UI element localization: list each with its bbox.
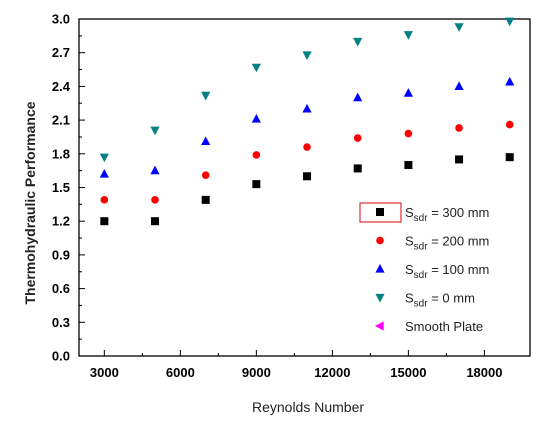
y-tick-label: 0.9 bbox=[52, 247, 70, 262]
legend-label: Ssdr = 200 mm bbox=[405, 234, 489, 253]
data-point bbox=[251, 63, 261, 73]
x-tick-label: 9000 bbox=[242, 365, 271, 380]
data-point bbox=[403, 88, 413, 97]
data-point bbox=[455, 155, 464, 164]
legend-label: Ssdr = 0 mm bbox=[405, 291, 475, 310]
data-point bbox=[505, 153, 514, 162]
x-tick-label: 3000 bbox=[90, 365, 119, 380]
data-point bbox=[151, 196, 159, 204]
data-point bbox=[455, 124, 463, 132]
data-point bbox=[404, 161, 413, 170]
data-point bbox=[100, 196, 109, 204]
data-point bbox=[303, 143, 311, 151]
legend-highlight-box bbox=[359, 202, 402, 223]
data-point bbox=[201, 171, 210, 179]
x-tick-label: 6000 bbox=[166, 365, 195, 380]
y-tick-label: 1.8 bbox=[52, 146, 70, 161]
data-point bbox=[505, 17, 515, 27]
data-point bbox=[353, 37, 363, 47]
data-point bbox=[251, 113, 261, 123]
y-tick-label: 2.7 bbox=[52, 45, 70, 60]
data-point bbox=[454, 23, 464, 32]
data-point bbox=[201, 91, 211, 101]
data-point bbox=[303, 172, 312, 181]
y-tick-label: 0.3 bbox=[52, 315, 70, 330]
y-tick-label: 1.5 bbox=[52, 180, 70, 195]
legend-marker bbox=[375, 293, 385, 303]
data-point bbox=[201, 195, 210, 204]
data-point bbox=[150, 165, 160, 175]
data-point bbox=[252, 151, 261, 159]
series-0 bbox=[100, 153, 514, 226]
legend-marker bbox=[375, 321, 384, 331]
data-point bbox=[100, 217, 109, 226]
x-tick-label: 18000 bbox=[466, 365, 502, 380]
y-tick-label: 2.4 bbox=[52, 79, 71, 94]
data-point bbox=[403, 31, 413, 40]
legend-label: Smooth Plate bbox=[405, 319, 483, 334]
data-point bbox=[302, 103, 312, 113]
legend-marker bbox=[376, 236, 384, 245]
series-1 bbox=[100, 120, 514, 204]
data-point bbox=[151, 217, 160, 226]
x-tick-label: 12000 bbox=[314, 365, 350, 380]
y-tick-label: 0.0 bbox=[52, 349, 70, 364]
data-point bbox=[353, 164, 362, 173]
data-point bbox=[404, 129, 413, 138]
data-point bbox=[150, 126, 160, 136]
data-point bbox=[505, 120, 514, 129]
x-axis-title: Reynolds Number bbox=[252, 399, 364, 415]
legend-marker bbox=[376, 208, 384, 216]
legend-marker bbox=[375, 264, 385, 273]
y-tick-label: 3.0 bbox=[52, 12, 70, 27]
legend-label: Ssdr = 300 mm bbox=[405, 205, 489, 224]
data-point bbox=[505, 76, 515, 86]
data-point bbox=[353, 134, 362, 142]
data-point bbox=[353, 92, 363, 102]
data-point bbox=[99, 153, 109, 163]
data-point bbox=[201, 136, 211, 146]
y-tick-label: 1.2 bbox=[52, 214, 70, 229]
data-point bbox=[302, 51, 312, 60]
data-point bbox=[454, 81, 464, 90]
y-tick-label: 2.1 bbox=[52, 113, 70, 128]
x-tick-label: 15000 bbox=[390, 365, 426, 380]
data-point bbox=[99, 169, 109, 178]
y-axis-title: Thermohydraulic Performance bbox=[22, 101, 38, 304]
data-point bbox=[252, 180, 261, 189]
series-3 bbox=[99, 17, 515, 163]
y-tick-label: 0.6 bbox=[52, 281, 70, 296]
series-2 bbox=[99, 76, 515, 178]
legend-label: Ssdr = 100 mm bbox=[405, 262, 489, 281]
